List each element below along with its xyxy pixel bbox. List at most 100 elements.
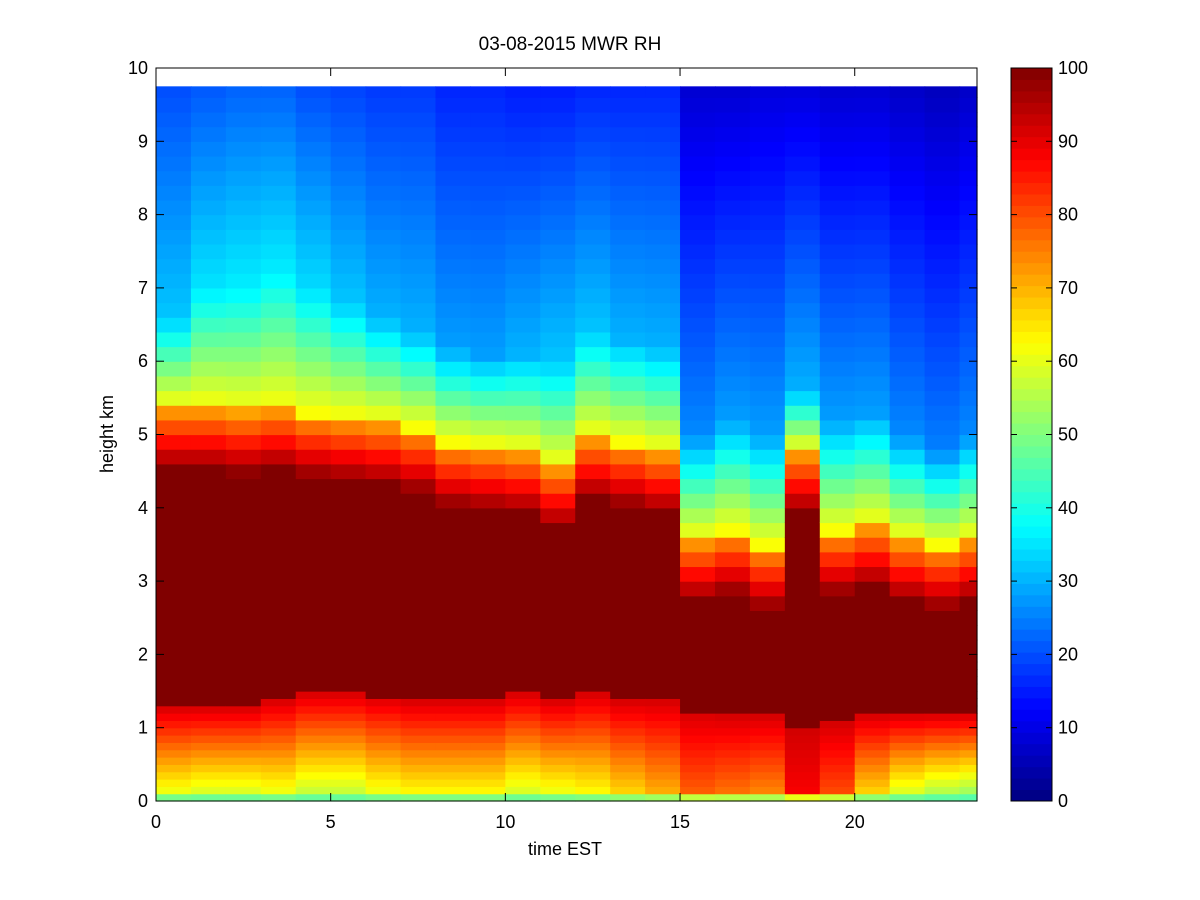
x-tick-label: 0 [151, 812, 161, 832]
heatmap-cell [784, 779, 821, 787]
heatmap-cell [959, 676, 978, 685]
heatmap-cell [749, 595, 786, 612]
heatmap-cell [225, 757, 262, 765]
heatmap-cell [190, 346, 227, 362]
heatmap-cell [610, 243, 646, 260]
heatmap-cell [645, 720, 681, 729]
heatmap-cell [470, 610, 506, 626]
heatmap-cell [505, 757, 541, 765]
heatmap-cell [190, 258, 227, 274]
heatmap-cell [610, 676, 646, 685]
heatmap-cell [714, 691, 751, 699]
heatmap-cell [470, 199, 506, 216]
heatmap-cell [295, 361, 332, 377]
heatmap-cell [156, 749, 192, 758]
heatmap-cell [435, 463, 472, 480]
heatmap-cell [610, 669, 646, 677]
heatmap-cell [260, 654, 297, 663]
heatmap-cell [784, 669, 821, 677]
heatmap-cell [190, 434, 227, 450]
heatmap-cell [260, 273, 297, 289]
heatmap-cell [889, 735, 926, 743]
heatmap-cell [889, 764, 926, 773]
heatmap-cell [330, 551, 367, 568]
heatmap-cell [400, 786, 437, 795]
heatmap-cell [435, 683, 472, 692]
heatmap-cell [610, 566, 646, 582]
heatmap-cell [435, 610, 472, 626]
heatmap-cell [190, 698, 227, 707]
heatmap-cell [959, 346, 978, 362]
heatmap-cell [190, 170, 227, 186]
colorbar-segment [1011, 640, 1052, 653]
heatmap-cell [959, 243, 978, 260]
heatmap-cell [505, 735, 541, 743]
heatmap-cell [190, 493, 227, 509]
heatmap-cell [889, 793, 926, 802]
heatmap-cell [784, 749, 821, 758]
heatmap-cell [854, 683, 891, 692]
heatmap-cell [924, 405, 961, 421]
heatmap-cell [190, 419, 227, 436]
heatmap-cell [505, 764, 541, 773]
heatmap-cell [959, 170, 978, 186]
heatmap-cell [156, 331, 192, 348]
heatmap-cell [470, 735, 506, 743]
heatmap-cell [959, 434, 978, 450]
heatmap-cell [854, 126, 891, 142]
heatmap-cell [784, 405, 821, 421]
heatmap-cell [470, 126, 506, 142]
heatmap-cell [959, 111, 978, 128]
heatmap-cell [190, 126, 227, 142]
heatmap-cell [749, 141, 786, 157]
heatmap-cell [260, 771, 297, 780]
heatmap-cell [540, 566, 576, 582]
heatmap-cell [819, 551, 856, 568]
heatmap-cell [295, 610, 332, 626]
heatmap-cell [225, 449, 262, 465]
colorbar-segment [1011, 720, 1052, 733]
heatmap-cell [190, 155, 227, 172]
heatmap-cell [889, 170, 926, 186]
heatmap-cell [889, 566, 926, 582]
heatmap-cell [714, 786, 751, 795]
heatmap-cell [645, 537, 681, 553]
heatmap-cell [749, 449, 786, 465]
heatmap-cell [400, 610, 437, 626]
heatmap-cell [295, 735, 332, 743]
heatmap-cell [330, 757, 367, 765]
heatmap-cell [540, 793, 576, 802]
heatmap-cell [924, 735, 961, 743]
heatmap-cell [400, 654, 437, 663]
heatmap-cell [749, 273, 786, 289]
colorbar-tick-label: 80 [1058, 205, 1078, 225]
heatmap-cell [854, 669, 891, 677]
heatmap-cell [680, 669, 716, 677]
heatmap-cell [575, 779, 611, 787]
heatmap-cell [260, 551, 297, 568]
heatmap-cell [225, 86, 262, 98]
heatmap-cell [645, 727, 681, 736]
heatmap-cell [435, 170, 472, 186]
heatmap-cell [645, 595, 681, 612]
heatmap-cell [400, 669, 437, 677]
heatmap-cell [225, 493, 262, 509]
heatmap-cell [470, 302, 506, 318]
heatmap-cell [749, 111, 786, 128]
heatmap-cell [190, 390, 227, 406]
heatmap-cell [190, 676, 227, 685]
heatmap-cell [924, 273, 961, 289]
heatmap-cell [784, 793, 821, 802]
heatmap-cell [924, 449, 961, 465]
heatmap-cell [190, 742, 227, 751]
heatmap-cell [610, 86, 646, 98]
heatmap-cell [819, 669, 856, 677]
heatmap-cell [714, 683, 751, 692]
heatmap-cell [854, 654, 891, 663]
heatmap-cell [575, 625, 611, 641]
heatmap-cell [540, 595, 576, 612]
heatmap-cell [505, 155, 541, 172]
heatmap-cell [680, 419, 716, 436]
heatmap-cell [505, 610, 541, 626]
heatmap-cell [260, 625, 297, 641]
